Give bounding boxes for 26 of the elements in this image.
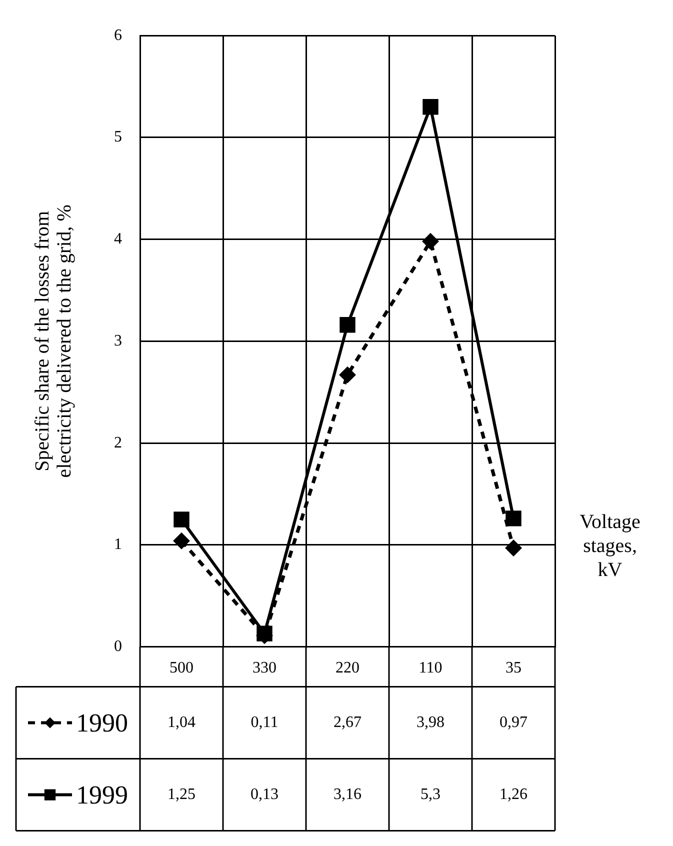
legend-label: 1990 — [76, 708, 128, 738]
legend-label: 1999 — [76, 780, 128, 810]
y-axis-title: Specific share of the losses from electricity delivered to the grid, % — [31, 204, 76, 478]
x-tick-label: 220 — [336, 660, 360, 677]
data-label: 2,67 — [334, 714, 362, 732]
x-axis-title: Voltage stages, kV — [580, 511, 640, 582]
data-label: 0,97 — [500, 714, 528, 732]
y-tick-label: 1 — [114, 536, 122, 554]
data-label: 3,98 — [416, 714, 444, 732]
data-label: 5,3 — [420, 786, 440, 804]
data-label: 1,04 — [168, 714, 196, 732]
y-tick-label: 3 — [114, 332, 122, 350]
x-tick-label: 110 — [418, 660, 442, 677]
x-tick-label: 500 — [170, 660, 194, 677]
y-tick-label: 5 — [114, 128, 122, 146]
y-tick-label: 4 — [114, 230, 122, 248]
data-label: 0,11 — [250, 714, 278, 732]
data-label: 3,16 — [334, 786, 362, 804]
x-tick-label: 330 — [252, 660, 276, 677]
data-label: 1,25 — [168, 786, 196, 804]
y-tick-label: 2 — [114, 434, 122, 452]
y-tick-label: 6 — [114, 26, 122, 44]
data-label: 0,13 — [250, 786, 278, 804]
x-tick-label: 35 — [506, 660, 522, 677]
data-label: 1,26 — [500, 786, 528, 804]
y-tick-label: 0 — [114, 638, 122, 656]
